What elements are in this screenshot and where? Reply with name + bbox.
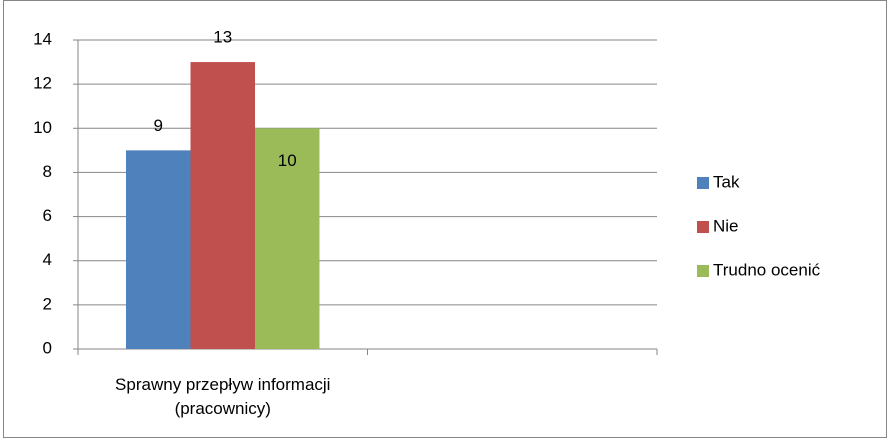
- y-tick-label: 10: [33, 118, 52, 137]
- y-tick-label: 2: [43, 294, 52, 313]
- y-tick-label: 0: [43, 338, 52, 357]
- bar: [255, 128, 320, 349]
- legend-label: Tak: [713, 172, 740, 191]
- legend-swatch: [697, 177, 709, 189]
- legend-swatch: [697, 221, 709, 233]
- y-tick-label: 12: [33, 74, 52, 93]
- chart-frame: [3, 0, 887, 438]
- y-tick-label: 4: [43, 250, 52, 269]
- bar: [190, 62, 255, 349]
- y-tick-label: 6: [43, 206, 52, 225]
- data-label: 9: [154, 116, 163, 135]
- data-label: 10: [278, 151, 297, 170]
- legend-swatch: [697, 265, 709, 277]
- bar: [126, 150, 191, 349]
- y-tick-label: 8: [43, 162, 52, 181]
- x-tick-label: Sprawny przepływ informacji (pracownicy): [115, 375, 331, 418]
- legend-label: Trudno ocenić: [713, 260, 821, 279]
- legend-label: Nie: [713, 216, 739, 235]
- data-label: 13: [213, 28, 232, 47]
- y-tick-label: 14: [33, 29, 52, 48]
